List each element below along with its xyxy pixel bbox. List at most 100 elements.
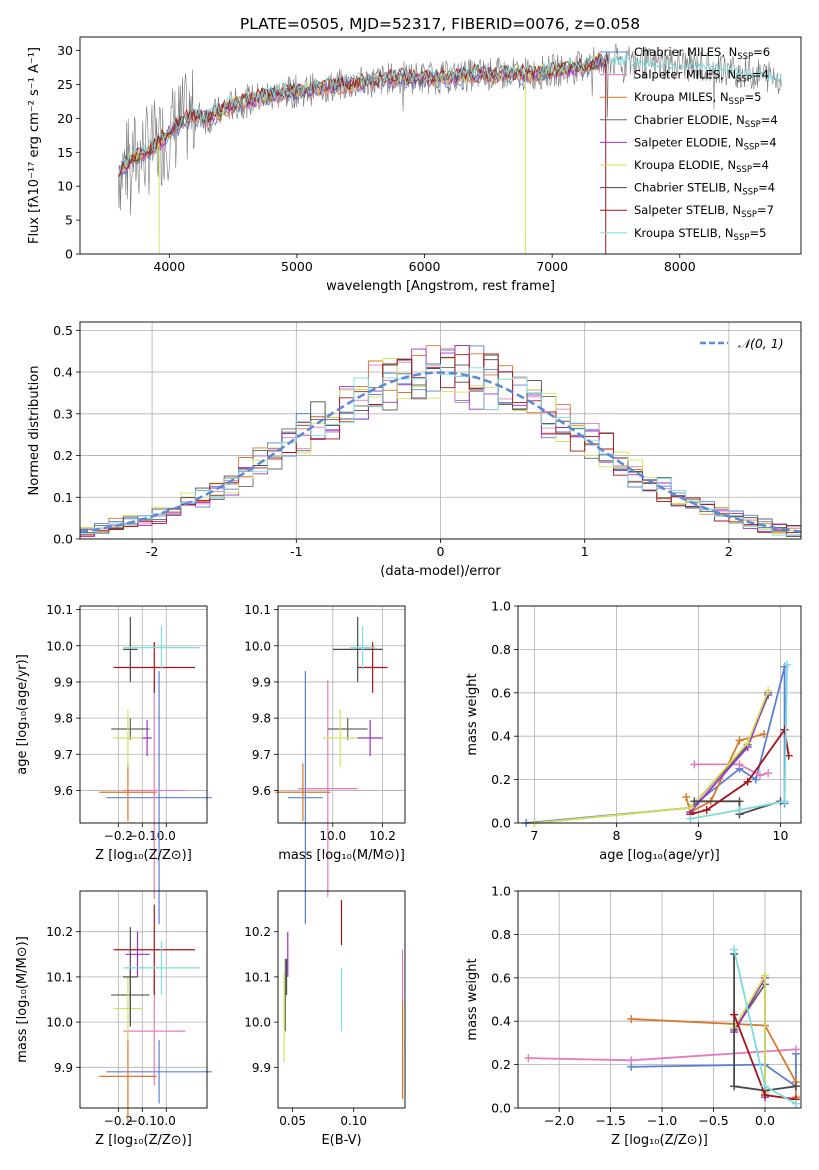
gaussian-reference-line (79, 371, 802, 533)
legend-label: Chabrier MILES, N (634, 45, 737, 59)
residual-histogram-panel: -2 -1 0 1 2 0.0 0.1 0.2 0.3 0.4 0.5 (data-model)/er… (27, 321, 802, 579)
x-tick-label: 4000 (153, 259, 185, 274)
x-axis-label: Z [log₁₀(Z/Z⊙)] (611, 1133, 708, 1148)
legend-subscript: SSP (729, 97, 745, 107)
histogram-step-line (80, 363, 801, 536)
legend-label: Salpeter ELODIE, N (634, 135, 744, 149)
x-axis-label: (data-model)/error (380, 564, 501, 579)
histogram-step-line (80, 353, 801, 536)
x-tick-label: 10.2 (369, 829, 396, 843)
y-tick-label: 10.1 (244, 970, 271, 984)
y-tick-label: 0.5 (53, 323, 73, 338)
x-tick-label: −0.5 (698, 1113, 728, 1128)
histogram-step-line (80, 356, 801, 534)
age-vs-metallicity-panel: −0.2−0.1 0.0 9.6 9.7 9.8 9.9 10.0 10.1 Z [log₁₀(… (15, 603, 212, 925)
figure-title: PLATE=0505, MJD=52317, FIBERID=0076, z=0… (240, 15, 640, 33)
legend-value: =4 (761, 113, 778, 127)
y-tick-label: 10.0 (46, 639, 73, 653)
y-tick-label: 1.0 (491, 884, 511, 899)
y-tick-label: 0.2 (53, 448, 73, 463)
legend-entry: Kroupa MILES, NSSP=5 (634, 90, 761, 107)
weight-series-line (733, 953, 797, 1092)
legend-value: =4 (752, 68, 769, 82)
legend-label: Kroupa MILES, N (634, 90, 729, 104)
legend-subscript: SSP (736, 75, 752, 85)
y-axis-label: Flux [fλ10⁻¹⁷ erg cm⁻² s⁻¹ A⁻¹] (27, 47, 42, 244)
y-tick-label: 10.2 (46, 925, 73, 939)
x-tick-label: 0.0 (755, 1113, 775, 1128)
x-tick-label: 10 (773, 828, 789, 843)
x-tick-label: 0.10 (340, 1114, 367, 1128)
legend-entry: Kroupa STELIB, NSSP=5 (634, 226, 766, 243)
y-tick-label: 9.6 (252, 784, 271, 798)
y-tick-label: 9.9 (252, 675, 271, 689)
y-tick-label: 0.0 (53, 532, 73, 547)
weight-series-line (690, 664, 788, 820)
legend-subscript: SSP (734, 233, 750, 243)
model-spectrum-line (118, 54, 609, 175)
x-axis-label: E(B-V) (321, 1133, 361, 1148)
legend-subscript: SSP (741, 210, 757, 220)
axes-frame (79, 890, 208, 1109)
age-vs-mass-panel: 10.0 10.2 9.6 9.7 9.8 9.9 10.0 10.1 mass [log₁₀(… (244, 603, 406, 925)
legend-subscript: SSP (737, 52, 753, 62)
legend-entry: Salpeter MILES, NSSP=4 (634, 68, 769, 85)
y-tick-label: 0.2 (491, 1057, 511, 1072)
legend-label: Salpeter STELIB, N (634, 203, 741, 217)
y-axis-label: Normed distribution (27, 366, 42, 496)
x-tick-label: -2 (146, 544, 158, 559)
legend-value: =4 (758, 181, 775, 195)
mass-vs-metallicity-panel: −0.2−0.1 0.0 9.9 10.0 10.1 10.2 Z [log₁₀(Z/Z⊙)… (15, 890, 212, 1148)
legend-entry: Chabrier MILES, NSSP=6 (634, 45, 770, 62)
x-tick-label: 9 (694, 828, 702, 843)
x-axis-label: mass [log₁₀(M/M⊙)] (278, 848, 405, 863)
x-axis-label: age [log₁₀(age/yr)] (599, 848, 720, 863)
x-tick-label: 0.05 (279, 1114, 306, 1128)
y-tick-label: 10.0 (244, 639, 271, 653)
y-tick-label: 0.8 (491, 927, 511, 942)
x-tick-label: 10.0 (319, 829, 346, 843)
legend-value: =5 (744, 90, 761, 104)
y-tick-label: 0.3 (53, 406, 73, 421)
x-tick-label: −0.1 (128, 829, 157, 843)
legend-subscript: SSP (744, 142, 760, 152)
x-tick-label: 7 (530, 828, 538, 843)
y-tick-label: 9.8 (252, 712, 271, 726)
x-tick-label: 0 (437, 544, 445, 559)
weight-series-line (631, 1053, 797, 1089)
x-tick-label: −0.2 (104, 829, 133, 843)
y-tick-label: 0.4 (491, 729, 511, 744)
y-tick-label: 9.9 (54, 1061, 73, 1075)
weight-series-line (733, 972, 766, 1093)
histogram-step-line (80, 345, 801, 538)
legend-entry: Chabrier ELODIE, NSSP=4 (634, 113, 778, 130)
legend-subscript: SSP (745, 120, 761, 130)
y-axis-label: age [log₁₀(age/yr)] (15, 654, 30, 775)
y-tick-label: 0.6 (491, 970, 511, 985)
axes-frame (79, 36, 802, 255)
x-axis-label: Z [log₁₀(Z/Z⊙)] (95, 848, 192, 863)
y-axis-label: mass weight (465, 958, 480, 1040)
x-tick-label: 1 (581, 544, 589, 559)
x-tick-label: −1.0 (647, 1113, 677, 1128)
x-tick-label: 6000 (409, 259, 441, 274)
legend-label: Salpeter MILES, N (634, 68, 736, 82)
y-tick-label: 0.8 (491, 642, 511, 657)
legend-value: =4 (752, 158, 769, 172)
weight-series-line (694, 763, 769, 777)
x-tick-label: −1.5 (595, 1113, 625, 1128)
y-tick-label: 9.9 (252, 1061, 271, 1075)
x-tick-label: −2.0 (544, 1113, 574, 1128)
legend-entry: Salpeter ELODIE, NSSP=4 (634, 135, 777, 152)
x-tick-label: 0.0 (157, 829, 176, 843)
axes-frame (79, 321, 802, 540)
x-tick-label: −0.2 (104, 1114, 133, 1128)
axes-frame (517, 605, 802, 824)
legend-label: Kroupa STELIB, N (634, 226, 734, 240)
x-axis-label: wavelength [Angstrom, rest frame] (326, 279, 555, 294)
legend-label: Chabrier ELODIE, N (634, 113, 745, 127)
y-tick-label: 0.1 (53, 490, 73, 505)
y-tick-label: 9.6 (54, 784, 73, 798)
y-tick-label: 9.7 (252, 748, 271, 762)
